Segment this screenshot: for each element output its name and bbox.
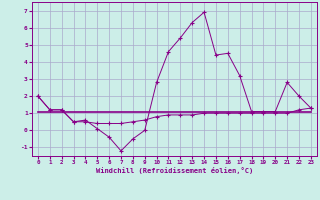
X-axis label: Windchill (Refroidissement éolien,°C): Windchill (Refroidissement éolien,°C) [96, 167, 253, 174]
